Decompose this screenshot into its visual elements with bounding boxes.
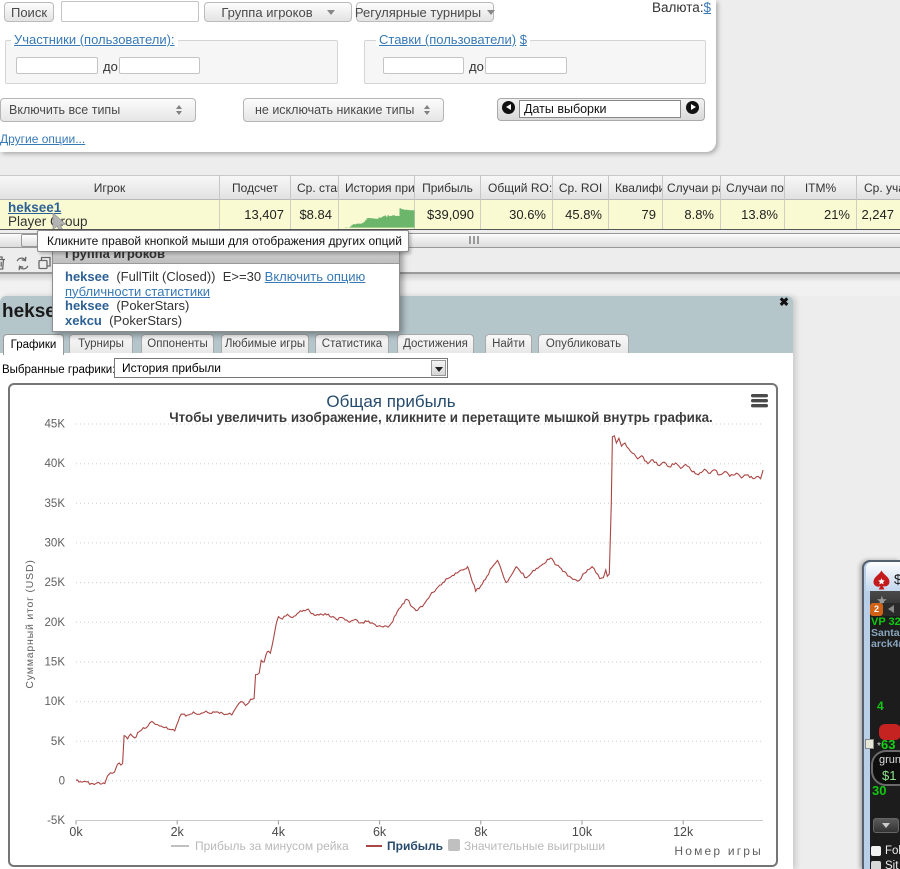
svg-text:10K: 10K <box>45 696 66 708</box>
svg-text:35K: 35K <box>45 498 66 510</box>
svg-text:4k: 4k <box>272 825 286 839</box>
svg-text:Значительные выигрыши: Значительные выигрыши <box>464 839 605 853</box>
svg-text:15K: 15K <box>45 657 66 669</box>
svg-text:40K: 40K <box>45 458 66 470</box>
svg-text:Прибыль: Прибыль <box>387 839 443 853</box>
svg-text:30K: 30K <box>45 538 66 550</box>
svg-text:Чтобы увеличить изображение, к: Чтобы увеличить изображение, кликните и … <box>169 410 713 425</box>
svg-text:-5K: -5K <box>47 815 65 827</box>
svg-text:10k: 10k <box>572 825 593 839</box>
svg-text:12k: 12k <box>673 825 694 839</box>
svg-text:Общая прибыль: Общая прибыль <box>326 392 455 411</box>
svg-text:20K: 20K <box>45 617 66 629</box>
svg-text:8k: 8k <box>474 825 488 839</box>
svg-text:5K: 5K <box>51 736 65 748</box>
svg-text:Прибыль за минусом рейка: Прибыль за минусом рейка <box>195 839 349 853</box>
svg-text:45K: 45K <box>45 419 66 431</box>
svg-text:Суммарный итог (USD): Суммарный итог (USD) <box>24 559 36 688</box>
svg-text:6k: 6k <box>373 825 387 839</box>
svg-text:0k: 0k <box>69 825 83 839</box>
svg-text:2k: 2k <box>171 825 185 839</box>
svg-text:Номер игры: Номер игры <box>674 844 763 858</box>
svg-text:25K: 25K <box>45 577 66 589</box>
svg-text:0: 0 <box>59 775 65 787</box>
